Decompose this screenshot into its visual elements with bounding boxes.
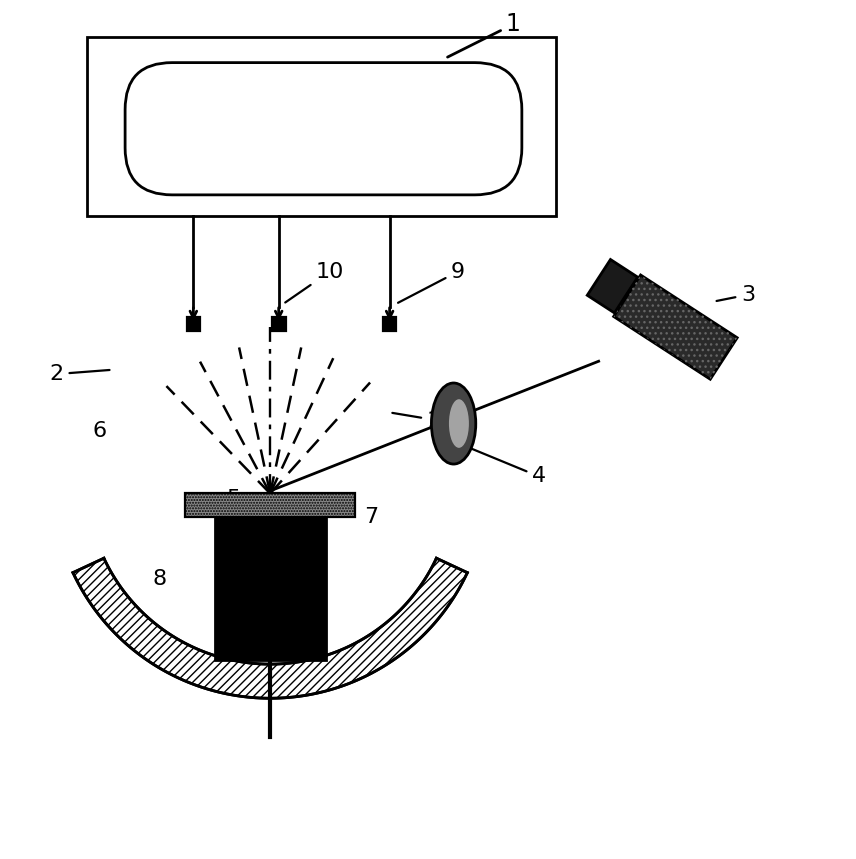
FancyBboxPatch shape [383, 317, 396, 331]
Text: 10: 10 [285, 262, 344, 302]
Polygon shape [587, 259, 638, 313]
Text: 7: 7 [364, 507, 378, 527]
Text: 9: 9 [398, 262, 465, 302]
Text: 1: 1 [448, 12, 520, 57]
Polygon shape [614, 275, 737, 379]
Text: 3: 3 [716, 284, 755, 305]
FancyBboxPatch shape [187, 317, 200, 331]
FancyBboxPatch shape [185, 493, 355, 516]
Text: 5: 5 [226, 490, 241, 509]
Text: 2: 2 [50, 364, 110, 384]
FancyBboxPatch shape [86, 37, 556, 216]
FancyBboxPatch shape [272, 317, 286, 331]
Text: 6: 6 [92, 421, 106, 442]
FancyBboxPatch shape [215, 515, 325, 660]
FancyBboxPatch shape [125, 63, 522, 195]
Ellipse shape [449, 399, 469, 448]
Text: 11: 11 [392, 411, 455, 431]
Text: 4: 4 [469, 448, 546, 486]
Polygon shape [73, 558, 467, 698]
Text: 8: 8 [152, 569, 166, 588]
Ellipse shape [431, 383, 476, 464]
